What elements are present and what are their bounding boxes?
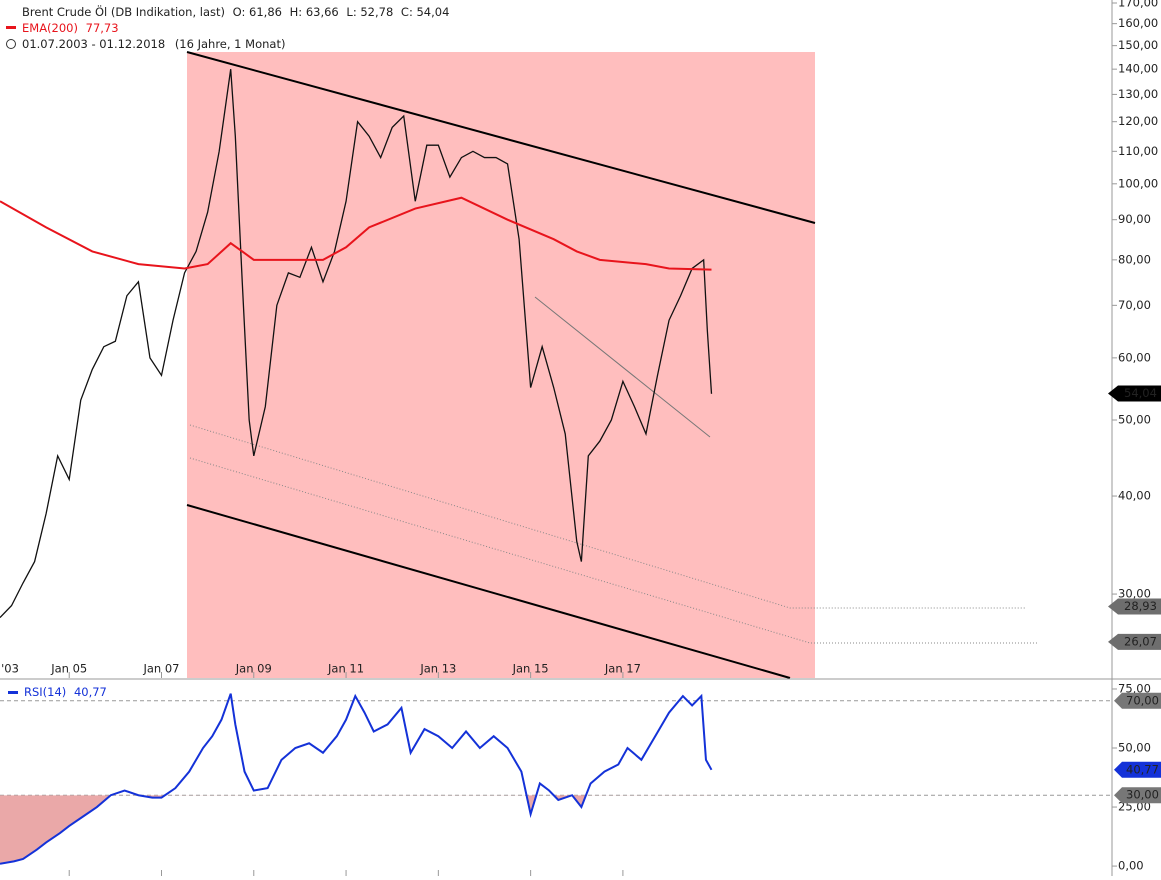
series-line	[0, 69, 713, 619]
y-tick-label: 50,00	[1118, 741, 1151, 755]
plot	[0, 693, 1112, 865]
x-tick-label: Jan 15	[512, 662, 549, 676]
channel-area	[187, 52, 815, 678]
y-tick-label: 120,00	[1118, 114, 1158, 128]
rsi-legend: RSI(14) 40,77	[24, 685, 107, 699]
price-tag-label: 28,93	[1124, 599, 1157, 613]
x-tick-label: Jan 17	[604, 662, 641, 676]
ema-swatch	[6, 26, 16, 29]
period: 01.07.2003 - 01.12.2018 (16 Jahre, 1 Mon…	[22, 37, 285, 51]
period-text: 01.07.2003 - 01.12.2018	[22, 37, 165, 51]
price-tag	[1108, 633, 1161, 650]
price-tag-label: 26,07	[1124, 634, 1157, 648]
y-tick-label: 90,00	[1118, 212, 1151, 226]
clock-icon	[6, 39, 16, 49]
channel-top	[186, 51, 816, 224]
duration: (16 Jahre, 1 Monat)	[175, 37, 286, 51]
y-tick-label: 140,00	[1118, 62, 1158, 76]
series-line	[0, 693, 713, 865]
y-tick-label: 170,00	[1118, 0, 1158, 9]
x-tick-label: Jan 05	[50, 662, 87, 676]
price-tag	[1108, 598, 1161, 615]
y-tick-label: 110,00	[1118, 144, 1158, 158]
ema-legend: EMA(200) 77,73	[22, 21, 119, 35]
ema-value: 77,73	[86, 21, 119, 35]
y-tick-label: 150,00	[1118, 38, 1158, 52]
title-text: Brent Crude Öl (DB Indikation, last)	[22, 3, 225, 19]
channel-bottom	[186, 504, 791, 679]
price-tag	[1108, 385, 1161, 402]
title: Brent Crude Öl (DB Indikation, last) O: …	[22, 3, 449, 19]
dotted-line	[189, 424, 1026, 609]
y-tick-label: 100,00	[1118, 176, 1158, 190]
low: L: 52,78	[346, 5, 393, 19]
y-tick-label: 130,00	[1118, 87, 1158, 101]
x-tick-label: '03	[1, 662, 19, 676]
y-tick-label: 160,00	[1118, 16, 1158, 30]
oversold-fill	[0, 795, 712, 864]
legend: Brent Crude Öl (DB Indikation, last) O: …	[6, 3, 449, 699]
plot	[0, 69, 713, 619]
high: H: 63,66	[290, 5, 339, 19]
last-tag	[1114, 761, 1161, 778]
y-tick-label: 30,00	[1118, 587, 1151, 601]
last-label: 40,77	[1126, 762, 1159, 776]
level-label: 70,00	[1126, 693, 1159, 707]
level-tag	[1114, 692, 1161, 709]
close: C: 54,04	[401, 5, 449, 19]
series-line	[0, 196, 712, 271]
rsi-swatch	[8, 691, 18, 694]
x-tick-label: Jan 13	[419, 662, 456, 676]
trend-line	[534, 296, 711, 438]
y-tick-label: 80,00	[1118, 252, 1151, 266]
x-tick-label: Jan 11	[327, 662, 364, 676]
rsi-name: RSI(14)	[24, 685, 66, 699]
y-tick-label: 0,00	[1118, 859, 1144, 873]
price-tag-label: 54,04	[1124, 386, 1157, 400]
level-label: 30,00	[1126, 788, 1159, 802]
x-tick-label: Jan 07	[142, 662, 179, 676]
y-tick-label: 60,00	[1118, 350, 1151, 364]
y-tick-label: 40,00	[1118, 489, 1151, 503]
y-tick-label: 50,00	[1118, 412, 1151, 426]
x-tick-label: Jan 09	[235, 662, 272, 676]
ema-name: EMA(200)	[22, 21, 78, 35]
rsi-value: 40,77	[74, 685, 107, 699]
level-tag	[1114, 787, 1161, 804]
open: O: 61,86	[233, 5, 282, 19]
y-tick-label: 75,00	[1118, 681, 1151, 695]
y-tick-label: 70,00	[1118, 298, 1151, 312]
